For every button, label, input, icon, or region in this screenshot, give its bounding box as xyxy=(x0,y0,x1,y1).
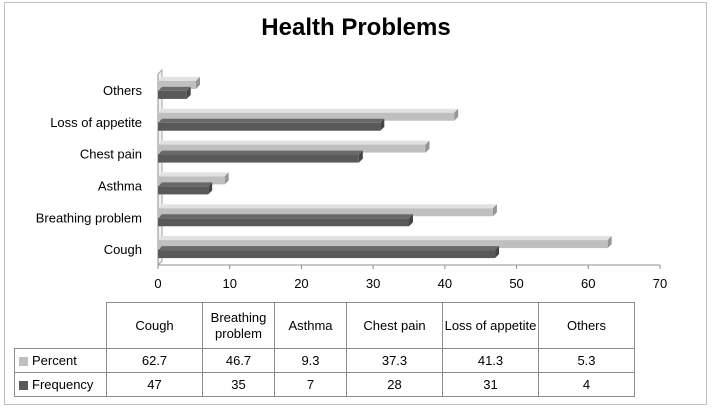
table-cell: 31 xyxy=(442,372,539,397)
bar-percent-side xyxy=(454,108,459,121)
bar-frequency xyxy=(158,250,496,259)
y-category-label: Loss of appetite xyxy=(50,115,142,130)
bar-frequency xyxy=(158,154,359,163)
bar-frequency-side xyxy=(186,86,191,99)
table-cell: 62.7 xyxy=(106,348,203,373)
legend-swatch-percent xyxy=(19,356,28,366)
x-tick-label: 60 xyxy=(581,276,595,291)
table-header-cell: Breathing problem xyxy=(202,302,275,349)
table-cell: 28 xyxy=(346,372,443,397)
x-tick-label: 0 xyxy=(154,276,161,291)
y-category-label: Cough xyxy=(104,242,142,257)
bar-frequency-side xyxy=(208,182,213,195)
table-cell: 5.3 xyxy=(538,348,635,373)
x-tick-label: 50 xyxy=(509,276,523,291)
y-category-label: Others xyxy=(103,83,143,98)
x-tick-label: 30 xyxy=(366,276,380,291)
table-cell: 47 xyxy=(106,372,203,397)
table-cell: 7 xyxy=(274,372,347,397)
table-corner-cell xyxy=(14,302,107,349)
legend-swatch-frequency xyxy=(19,380,28,390)
x-tick-label: 20 xyxy=(294,276,308,291)
table-header-cell: Chest pain xyxy=(346,302,443,349)
bar-percent-top xyxy=(158,204,497,209)
y-category-label: Chest pain xyxy=(80,147,142,162)
bar-percent-top xyxy=(158,76,201,81)
bar-percent-side xyxy=(425,140,430,153)
bar-frequency-side xyxy=(380,118,385,131)
table-cell: 9.3 xyxy=(274,348,347,373)
legend-frequency: Frequency xyxy=(14,372,107,397)
bar-percent xyxy=(158,176,225,185)
legend-percent: Percent xyxy=(14,348,107,373)
table-row-frequency: Frequency 47 35 7 28 31 4 xyxy=(14,372,635,397)
bar-chart: 0 10 20 30 40 50 60 70 Cough Breathing problem Ast… xyxy=(36,68,667,291)
bar-frequency-side xyxy=(495,246,500,259)
table-cell: 35 xyxy=(202,372,275,397)
x-tick-label: 40 xyxy=(438,276,452,291)
table-cell: 46.7 xyxy=(202,348,275,373)
bar-percent xyxy=(158,240,608,249)
table-header-cell: Loss of appetite xyxy=(442,302,539,349)
table-cell: 41.3 xyxy=(442,348,539,373)
table-row-percent: Percent 62.7 46.7 9.3 37.3 41.3 5.3 xyxy=(14,348,635,373)
bar-frequency xyxy=(158,218,409,227)
bar-percent-top xyxy=(158,172,229,177)
axis-wall xyxy=(157,68,163,267)
x-tick-label: 10 xyxy=(222,276,236,291)
bar-frequency-top xyxy=(158,150,363,155)
x-tick-label: 70 xyxy=(653,276,667,291)
bar-percent-side xyxy=(492,204,497,217)
bar-frequency-top xyxy=(158,182,213,187)
bar-percent xyxy=(158,144,426,153)
bar-frequency xyxy=(158,122,381,131)
bar-frequency-side xyxy=(358,150,363,163)
bar-frequency-top xyxy=(158,118,385,123)
bar-percent-side xyxy=(196,76,201,89)
y-category-label: Asthma xyxy=(98,178,143,193)
table-header-cell: Others xyxy=(538,302,635,349)
y-category-label: Breathing problem xyxy=(36,210,142,225)
bar-percent-side xyxy=(607,236,612,249)
bar-frequency xyxy=(158,90,187,99)
bar-percent-side xyxy=(224,172,229,185)
bar-percent-top xyxy=(158,236,612,241)
legend-label-frequency: Frequency xyxy=(32,376,94,392)
legend-label-percent: Percent xyxy=(32,352,77,368)
bar-percent-top xyxy=(158,108,459,113)
table-header-cell: Asthma xyxy=(274,302,347,349)
bar-frequency-top xyxy=(158,214,413,219)
table-header-cell: Cough xyxy=(106,302,203,349)
bar-percent xyxy=(158,208,493,217)
bar-frequency xyxy=(158,186,209,195)
chart-title: Health Problems xyxy=(261,14,451,41)
table-cell: 37.3 xyxy=(346,348,443,373)
bar-percent-top xyxy=(158,140,430,145)
bar-frequency-side xyxy=(409,214,413,227)
bar-percent xyxy=(158,80,197,89)
bar-percent xyxy=(158,112,455,121)
table-cell: 4 xyxy=(538,372,635,397)
bar-frequency-top xyxy=(158,86,191,91)
table-header-row: Cough Breathing problem Asthma Chest pai… xyxy=(14,302,635,349)
bar-frequency-top xyxy=(158,246,500,251)
data-table: Cough Breathing problem Asthma Chest pai… xyxy=(14,302,635,397)
